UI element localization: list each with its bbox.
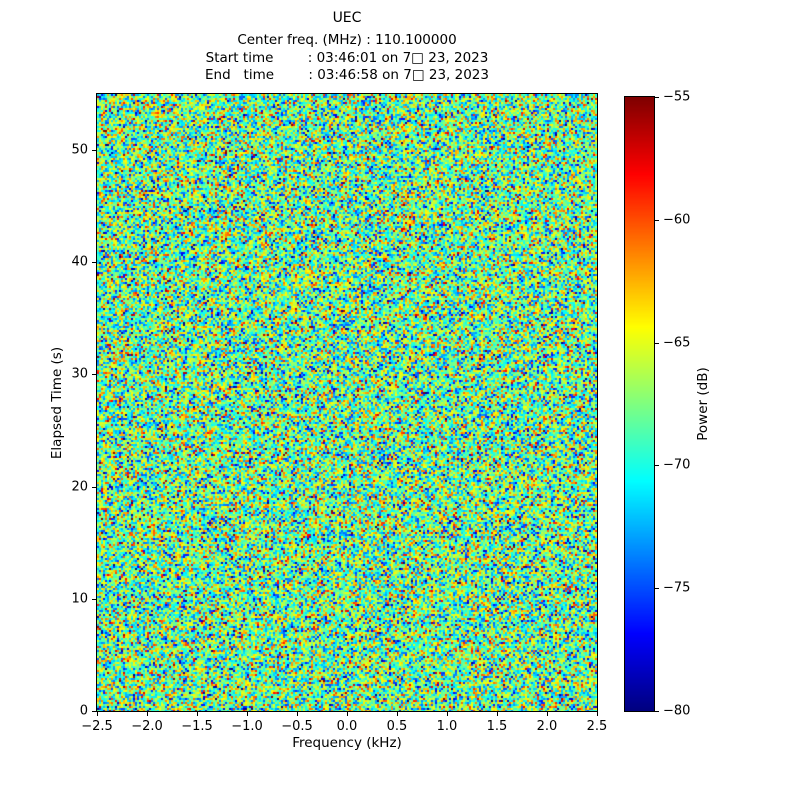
y-tick-mark xyxy=(92,150,96,152)
colorbar-gradient xyxy=(625,97,654,711)
colorbar-tick-label: −60 xyxy=(663,212,691,228)
x-tick-label: 0.5 xyxy=(386,719,408,734)
x-tick-mark xyxy=(397,712,398,716)
x-tick-label: −1.0 xyxy=(231,719,263,734)
x-tick-mark xyxy=(247,712,248,716)
colorbar-tick-mark xyxy=(655,219,659,221)
y-tick-mark xyxy=(92,262,96,264)
x-tick-mark xyxy=(147,712,148,716)
x-tick-label: −1.5 xyxy=(181,719,213,734)
y-tick-label: 10 xyxy=(71,591,88,607)
x-tick-mark xyxy=(97,712,98,716)
colorbar-frame xyxy=(624,96,655,712)
x-tick-mark xyxy=(497,712,498,716)
x-tick-mark xyxy=(197,712,198,716)
y-tick-mark xyxy=(92,486,96,488)
colorbar-tick-label: −55 xyxy=(663,89,691,105)
x-tick-label: −2.5 xyxy=(81,719,113,734)
y-tick-mark xyxy=(92,598,96,600)
y-tick-label: 50 xyxy=(71,142,88,158)
subtitle-start-time: Start time : 03:46:01 on 7□ 23, 2023 xyxy=(205,49,489,66)
x-tick-mark xyxy=(297,712,298,716)
title-block: UEC Center freq. (MHz) : 110.100000 Star… xyxy=(97,10,597,85)
colorbar-tick-mark xyxy=(655,465,659,467)
y-tick-mark xyxy=(92,711,96,712)
y-tick-mark xyxy=(92,374,96,376)
y-tick-label: 40 xyxy=(71,254,88,270)
colorbar-tick-label: −80 xyxy=(663,703,691,719)
colorbar-tick-mark xyxy=(655,342,659,344)
colorbar-label: Power (dB) xyxy=(695,367,711,441)
x-tick-label: −0.5 xyxy=(281,719,313,734)
x-tick-mark xyxy=(547,712,548,716)
colorbar-tick-label: −75 xyxy=(663,580,691,596)
y-tick-label: 20 xyxy=(71,479,88,495)
x-axis-label: Frequency (kHz) xyxy=(292,735,402,751)
x-tick-label: −2.0 xyxy=(131,719,163,734)
y-axis-label: Elapsed Time (s) xyxy=(49,346,65,460)
colorbar-tick-label: −70 xyxy=(663,457,691,473)
colorbar-tick-mark xyxy=(655,588,659,590)
x-tick-label: 2.0 xyxy=(536,719,558,734)
colorbar-tick-label: −65 xyxy=(663,335,691,351)
y-tick-label: 0 xyxy=(79,703,88,719)
x-tick-mark xyxy=(597,712,598,716)
subtitle-end-time: End time : 03:46:58 on 7□ 23, 2023 xyxy=(205,67,489,83)
figure-title: UEC xyxy=(332,10,362,26)
x-tick-label: 1.0 xyxy=(436,719,458,734)
subtitle-center-freq: Center freq. (MHz) : 110.100000 xyxy=(237,32,457,48)
x-tick-mark xyxy=(347,712,348,716)
x-tick-mark xyxy=(447,712,448,716)
x-tick-label: 0.0 xyxy=(336,719,358,734)
plot-axes-frame xyxy=(96,93,598,712)
x-tick-label: 1.5 xyxy=(486,719,508,734)
spectrogram-heatmap xyxy=(97,94,597,711)
colorbar-tick-mark xyxy=(655,711,659,712)
x-tick-label: 2.5 xyxy=(586,719,608,734)
y-tick-label: 30 xyxy=(71,366,88,382)
colorbar-tick-mark xyxy=(655,97,659,98)
